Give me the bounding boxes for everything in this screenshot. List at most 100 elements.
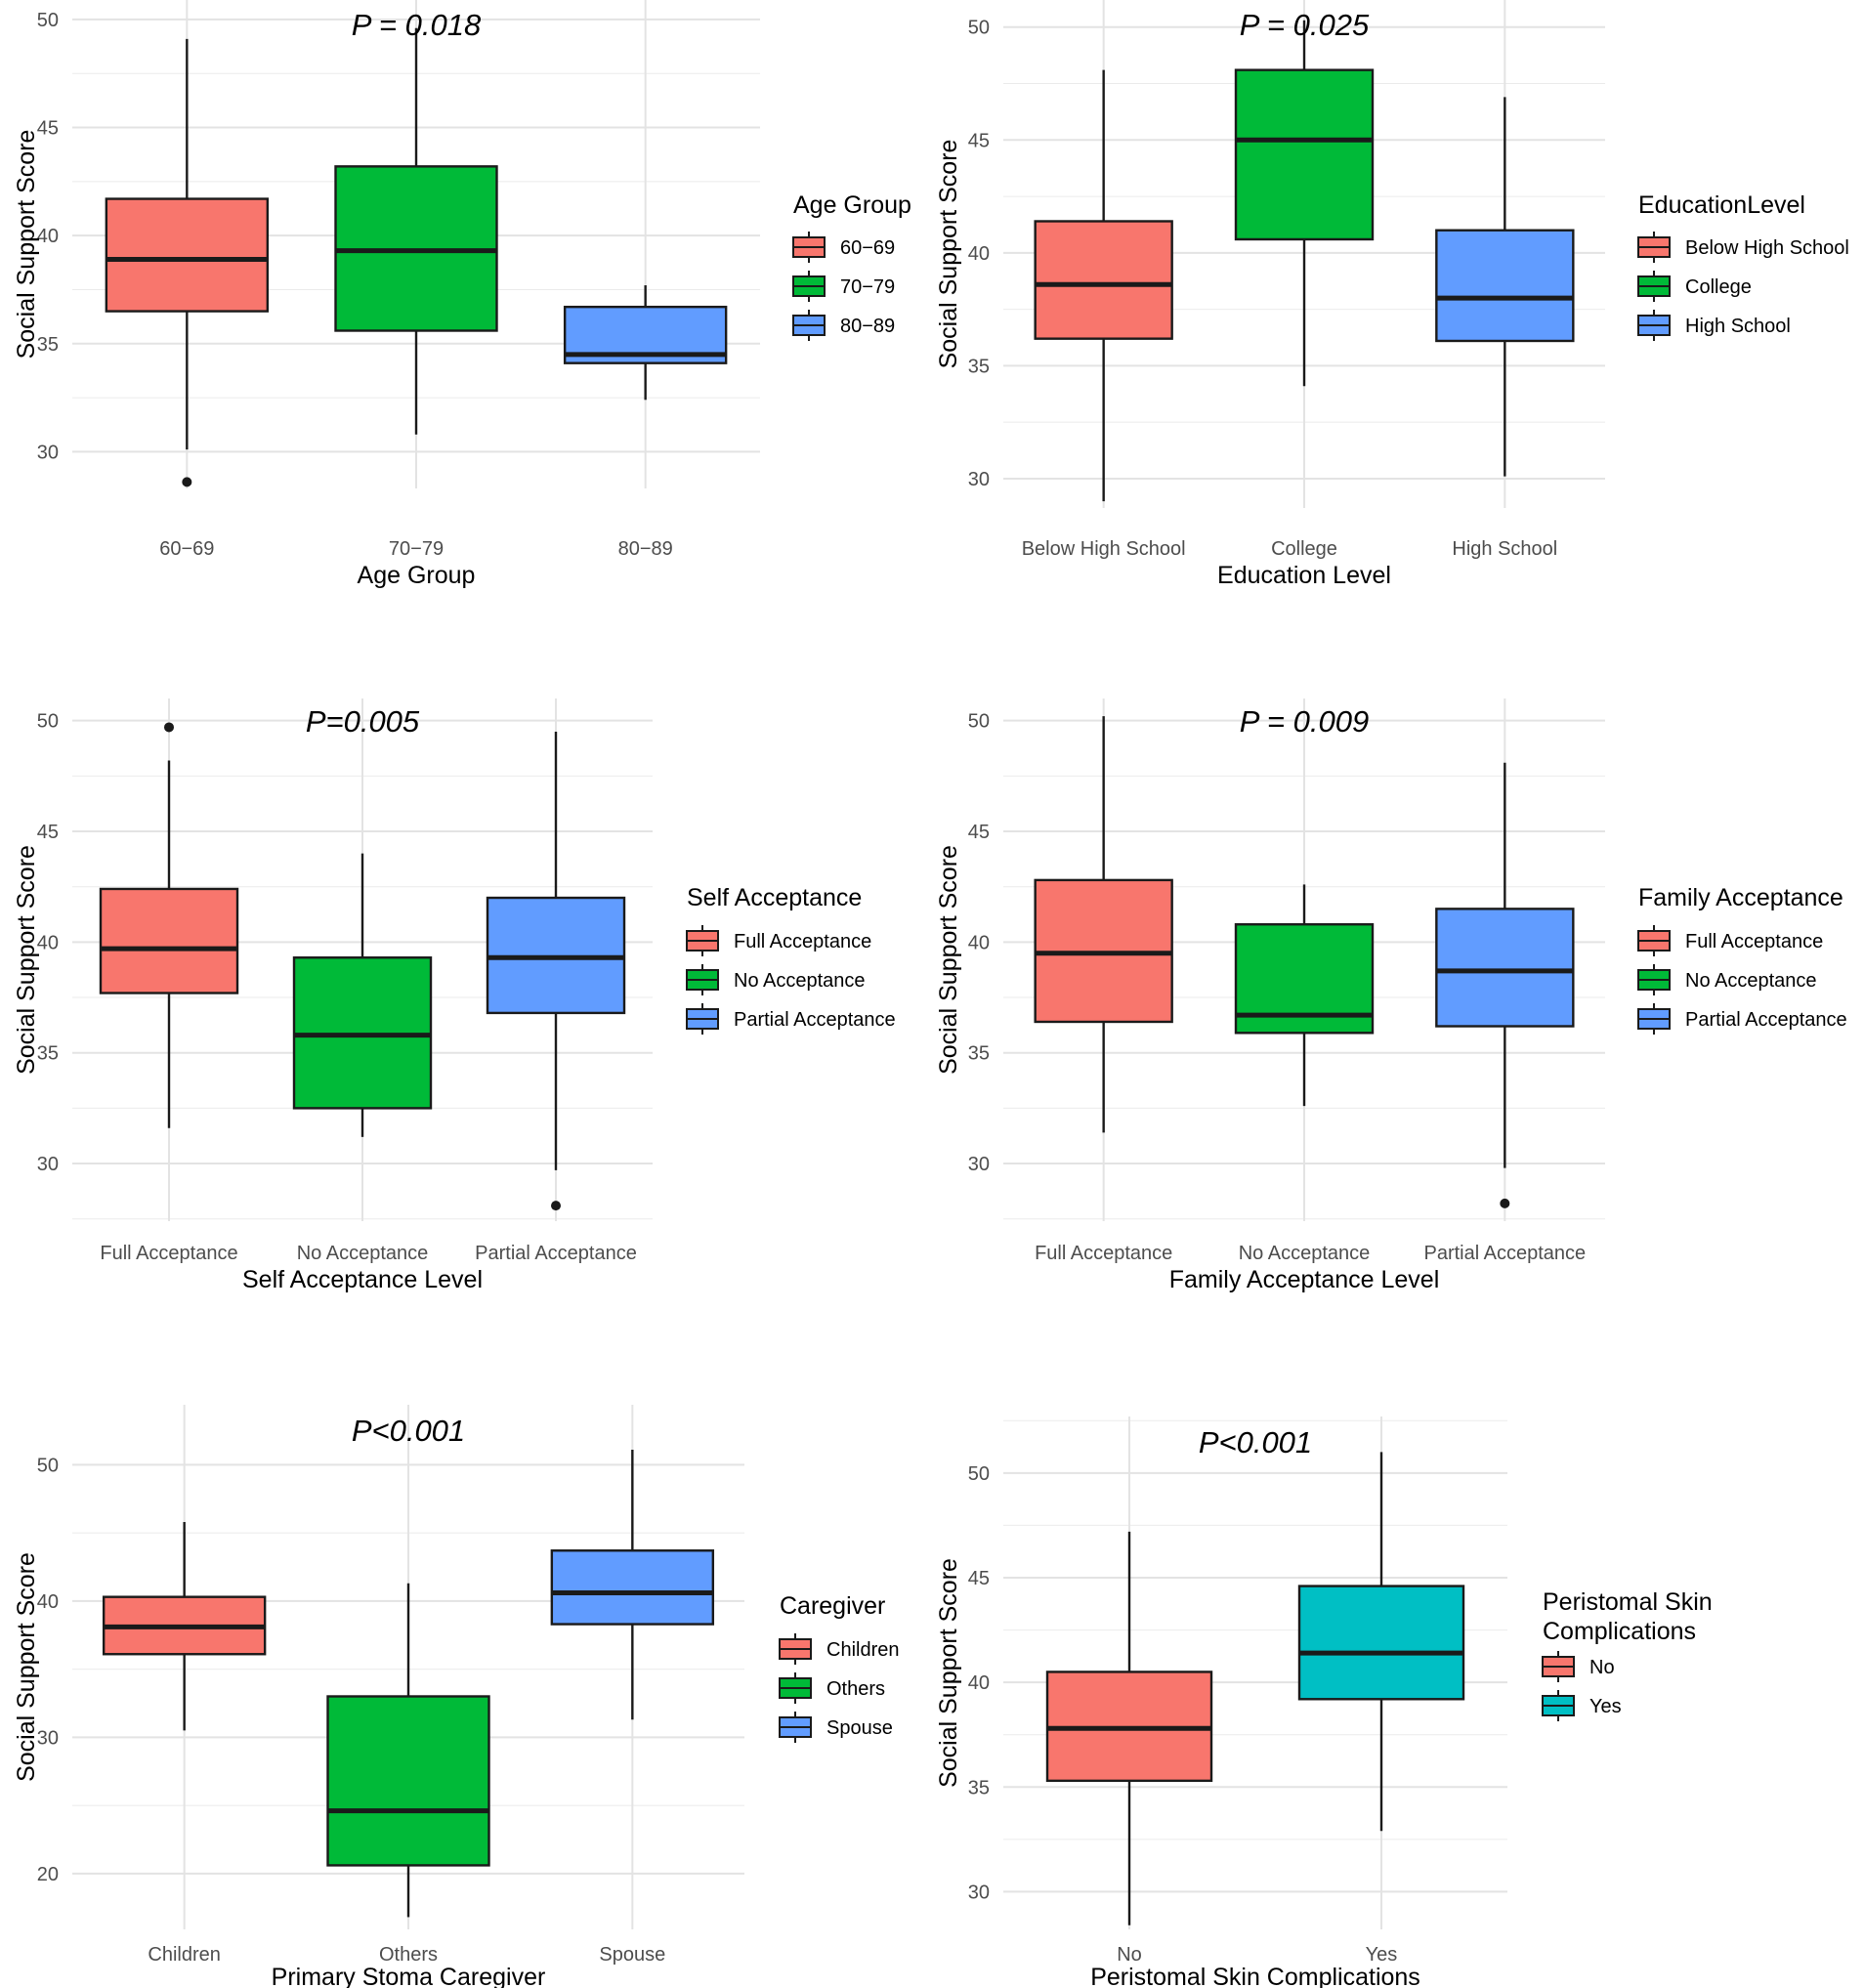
legend: Family Acceptance Full Acceptance No Accep… (1637, 884, 1847, 1035)
box-80-89 (563, 285, 728, 401)
legend-key-high-school (1637, 310, 1671, 341)
y-tick-label: 45 (968, 130, 990, 151)
box-iqr (1234, 68, 1375, 241)
box-spouse (550, 1450, 715, 1720)
p-value-label: P = 0.009 (1240, 704, 1369, 739)
box-below-high-school (1034, 69, 1173, 502)
y-tick-label: 40 (37, 1591, 59, 1613)
x-axis-title: Age Group (358, 562, 476, 589)
box-iqr (1435, 908, 1575, 1028)
y-tick-label: 35 (968, 1043, 990, 1065)
x-tick-label: Full Acceptance (1035, 1243, 1172, 1264)
x-tick-label: College (1271, 538, 1337, 560)
x-tick-label: No (1117, 1944, 1142, 1966)
y-axis-title: Social Support Score (13, 1552, 40, 1782)
y-tick-label: 50 (968, 18, 990, 39)
legend-title: Caregiver (780, 1592, 885, 1620)
box-college (1234, 20, 1375, 387)
legend: Caregiver Children Others Spouse (779, 1592, 899, 1743)
y-tick-label: 50 (37, 711, 59, 733)
box-iqr (1034, 220, 1173, 340)
legend-label: College (1685, 276, 1752, 298)
legend-label: Full Acceptance (734, 931, 871, 952)
box-iqr (1435, 229, 1575, 343)
legend-key-partial-acceptance (1637, 1003, 1671, 1035)
x-tick-label: 70−79 (389, 538, 444, 560)
legend-label: Partial Acceptance (734, 1009, 896, 1031)
box-iqr (105, 197, 270, 313)
box-no-acceptance (292, 853, 433, 1137)
legend-label: 60−69 (840, 237, 895, 259)
legend-label: Others (826, 1678, 885, 1700)
box-others (326, 1583, 490, 1918)
outlier-point (182, 477, 192, 487)
y-tick-label: 50 (37, 1455, 59, 1476)
x-tick-label: High School (1452, 538, 1557, 560)
x-tick-label: Below High School (1022, 538, 1186, 560)
chart-primary-caregiver: 20 30 40 50 Children Others Spouse P<0.001 Prima… (13, 1405, 899, 1988)
legend-key-no-acceptance (686, 964, 719, 995)
legend-key-full-acceptance (686, 925, 719, 956)
legend-key-below-high-school (1637, 232, 1671, 263)
legend-label: Full Acceptance (1685, 931, 1823, 952)
legend-label: Children (826, 1639, 899, 1661)
legend-key-no-acceptance (1637, 964, 1671, 995)
x-tick-label: Partial Acceptance (1424, 1243, 1587, 1264)
legend-label: Partial Acceptance (1685, 1009, 1847, 1031)
box-no (1045, 1531, 1213, 1925)
y-tick-label: 20 (37, 1864, 59, 1885)
y-tick-label: 35 (968, 356, 990, 377)
y-tick-label: 40 (968, 932, 990, 953)
y-axis-title: Social Support Score (935, 1558, 962, 1788)
p-value-label: P = 0.018 (352, 8, 482, 42)
legend-label: Yes (1589, 1696, 1622, 1717)
legend-title: EducationLevel (1638, 191, 1805, 219)
chart-peristomal-complications: 30 35 40 45 50 No Yes P<0.001 Peristomal Skin Co… (935, 1417, 1713, 1988)
x-axis-title: Peristomal Skin Complications (1090, 1964, 1420, 1988)
y-tick-label: 45 (37, 118, 59, 140)
legend-key-80-89 (792, 310, 826, 341)
chart-self-acceptance: 30 35 40 45 50 Full Acceptance No Acceptance Pa… (13, 698, 896, 1293)
legend-title: Family Acceptance (1638, 884, 1843, 911)
x-tick-label: 80−89 (618, 538, 673, 560)
legend-label: 70−79 (840, 276, 895, 298)
x-tick-label: 60−69 (159, 538, 214, 560)
legend-label: 80−89 (840, 316, 895, 337)
y-tick-label: 40 (968, 243, 990, 265)
x-axis-title: Family Acceptance Level (1169, 1266, 1440, 1293)
legend-label: No Acceptance (1685, 970, 1817, 992)
x-tick-label: Spouse (599, 1944, 665, 1966)
box-full-acceptance (99, 722, 239, 1128)
p-value-label: P<0.001 (352, 1414, 465, 1448)
y-tick-label: 30 (37, 1154, 59, 1175)
y-tick-label: 50 (37, 10, 59, 31)
box-iqr (326, 1695, 490, 1867)
y-tick-label: 35 (37, 334, 59, 356)
legend-label: High School (1685, 316, 1791, 337)
y-tick-label: 45 (968, 822, 990, 843)
y-tick-label: 30 (968, 1154, 990, 1175)
legend-key-children (779, 1633, 812, 1665)
y-tick-label: 35 (968, 1777, 990, 1798)
legend-label: Spouse (826, 1717, 893, 1739)
box-partial-acceptance (1435, 762, 1575, 1208)
legend-key-yes (1542, 1690, 1575, 1721)
legend-key-full-acceptance (1637, 925, 1671, 956)
legend-label: No Acceptance (734, 970, 866, 992)
legend-title: Age Group (793, 191, 911, 219)
box-children (102, 1521, 267, 1731)
y-tick-label: 45 (968, 1568, 990, 1589)
y-tick-label: 40 (968, 1672, 990, 1694)
y-tick-label: 35 (37, 1043, 59, 1065)
box-iqr (550, 1549, 715, 1626)
legend-title: Self Acceptance (687, 884, 862, 911)
legend-label: No (1589, 1657, 1615, 1678)
legend-key-no (1542, 1651, 1575, 1682)
box-iqr (1297, 1585, 1465, 1701)
box-yes (1297, 1452, 1465, 1832)
y-tick-label: 45 (37, 822, 59, 843)
y-axis-title: Social Support Score (935, 140, 962, 369)
box-no-acceptance (1234, 884, 1375, 1107)
x-axis-title: Self Acceptance Level (242, 1266, 483, 1293)
